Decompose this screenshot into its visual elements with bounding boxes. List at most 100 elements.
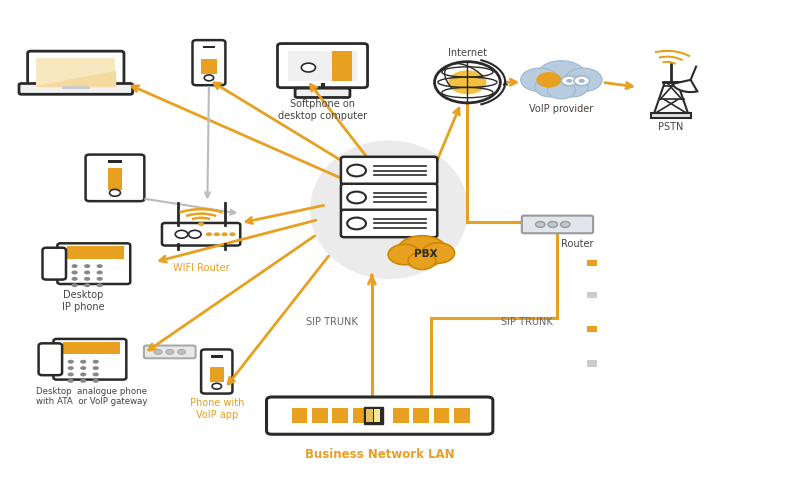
Circle shape bbox=[347, 217, 366, 229]
FancyBboxPatch shape bbox=[266, 397, 493, 434]
Bar bbox=[63, 342, 120, 354]
Circle shape bbox=[178, 350, 185, 354]
Circle shape bbox=[536, 72, 561, 88]
Circle shape bbox=[534, 77, 566, 97]
Circle shape bbox=[230, 232, 236, 236]
FancyBboxPatch shape bbox=[19, 83, 133, 94]
Circle shape bbox=[574, 76, 590, 86]
Circle shape bbox=[548, 221, 557, 227]
Text: Desktop  analogue phone
with ATA  or VoIP gateway: Desktop analogue phone with ATA or VoIP … bbox=[35, 387, 147, 406]
Bar bbox=[366, 409, 373, 423]
Circle shape bbox=[72, 264, 78, 268]
Text: Router: Router bbox=[560, 239, 593, 249]
Circle shape bbox=[97, 277, 103, 281]
Bar bbox=[652, 113, 691, 118]
Circle shape bbox=[578, 79, 585, 83]
Bar bbox=[587, 360, 597, 367]
Circle shape bbox=[68, 379, 74, 383]
Circle shape bbox=[566, 79, 572, 83]
FancyBboxPatch shape bbox=[341, 157, 437, 184]
Circle shape bbox=[80, 373, 86, 377]
Bar bbox=[108, 168, 122, 190]
FancyBboxPatch shape bbox=[28, 51, 124, 92]
Text: SIP TRUNK: SIP TRUNK bbox=[306, 317, 358, 327]
Circle shape bbox=[397, 236, 447, 267]
Text: WIFI Router: WIFI Router bbox=[173, 263, 230, 273]
FancyBboxPatch shape bbox=[144, 346, 196, 358]
Circle shape bbox=[93, 373, 99, 377]
Circle shape bbox=[109, 189, 120, 196]
Circle shape bbox=[72, 277, 78, 281]
Circle shape bbox=[84, 283, 90, 287]
Circle shape bbox=[301, 63, 315, 72]
Text: Business Network LAN: Business Network LAN bbox=[305, 449, 454, 461]
Bar bbox=[364, 407, 383, 424]
Text: VoIP provider: VoIP provider bbox=[529, 105, 593, 114]
Bar bbox=[587, 260, 597, 266]
Bar bbox=[454, 408, 470, 423]
Circle shape bbox=[166, 350, 174, 354]
FancyBboxPatch shape bbox=[277, 43, 368, 88]
Circle shape bbox=[214, 232, 220, 236]
Circle shape bbox=[422, 243, 454, 263]
Text: SIP TRUNK: SIP TRUNK bbox=[501, 317, 553, 327]
Circle shape bbox=[93, 360, 99, 364]
Bar bbox=[36, 58, 116, 86]
Circle shape bbox=[547, 81, 575, 99]
Circle shape bbox=[189, 230, 201, 238]
Circle shape bbox=[80, 379, 86, 383]
Circle shape bbox=[68, 373, 74, 377]
Text: PSTN: PSTN bbox=[659, 122, 684, 133]
Circle shape bbox=[84, 264, 90, 268]
Circle shape bbox=[97, 264, 103, 268]
FancyBboxPatch shape bbox=[522, 215, 593, 233]
FancyBboxPatch shape bbox=[53, 339, 127, 380]
FancyBboxPatch shape bbox=[42, 247, 66, 280]
Circle shape bbox=[68, 366, 74, 370]
Circle shape bbox=[72, 271, 78, 275]
Bar bbox=[413, 408, 429, 423]
Bar bbox=[434, 408, 450, 423]
Circle shape bbox=[97, 283, 103, 287]
Text: Desktop
IP phone: Desktop IP phone bbox=[62, 290, 105, 312]
FancyBboxPatch shape bbox=[295, 88, 350, 98]
Bar bbox=[587, 291, 597, 298]
Circle shape bbox=[536, 61, 586, 92]
Circle shape bbox=[561, 76, 577, 86]
Circle shape bbox=[72, 283, 78, 287]
Bar bbox=[203, 46, 215, 48]
Bar bbox=[201, 59, 217, 74]
Bar bbox=[587, 326, 597, 332]
FancyBboxPatch shape bbox=[341, 210, 437, 237]
Circle shape bbox=[388, 245, 421, 265]
Bar bbox=[353, 408, 369, 423]
Bar bbox=[288, 51, 358, 81]
FancyBboxPatch shape bbox=[193, 40, 226, 85]
Text: Softphone on
desktop computer: Softphone on desktop computer bbox=[278, 100, 367, 121]
Circle shape bbox=[68, 360, 74, 364]
Bar bbox=[374, 409, 380, 423]
Circle shape bbox=[560, 221, 570, 227]
Ellipse shape bbox=[310, 141, 468, 279]
Circle shape bbox=[84, 271, 90, 275]
FancyBboxPatch shape bbox=[201, 350, 233, 393]
Circle shape bbox=[408, 252, 435, 270]
Circle shape bbox=[556, 77, 588, 97]
FancyBboxPatch shape bbox=[162, 223, 241, 246]
Polygon shape bbox=[36, 70, 116, 86]
Text: Internet: Internet bbox=[448, 48, 487, 58]
Circle shape bbox=[435, 62, 501, 103]
Circle shape bbox=[93, 366, 99, 370]
Circle shape bbox=[212, 383, 222, 389]
Bar bbox=[292, 408, 307, 423]
Circle shape bbox=[204, 75, 214, 81]
Circle shape bbox=[520, 68, 558, 92]
Circle shape bbox=[448, 70, 487, 94]
Circle shape bbox=[80, 360, 86, 364]
Wedge shape bbox=[672, 80, 697, 92]
Circle shape bbox=[206, 232, 212, 236]
Circle shape bbox=[347, 165, 366, 176]
Bar bbox=[393, 408, 409, 423]
Text: PBX: PBX bbox=[414, 249, 438, 259]
Circle shape bbox=[175, 230, 188, 238]
